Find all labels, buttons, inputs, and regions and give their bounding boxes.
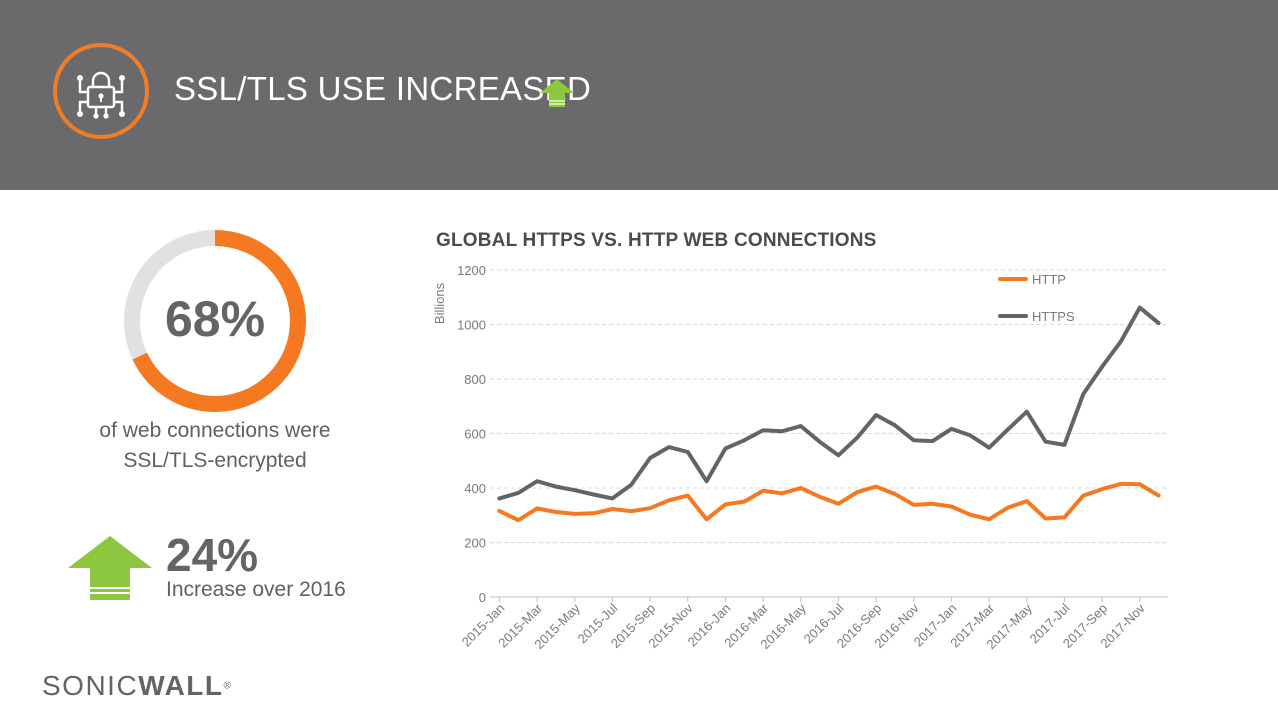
up-arrow-icon xyxy=(540,79,574,107)
percentage-donut xyxy=(124,230,306,412)
donut-caption-line2: SSL/TLS-encrypted xyxy=(123,449,307,472)
y-tick-label: 800 xyxy=(464,372,486,387)
y-tick-label: 400 xyxy=(464,481,486,496)
page-title: SSL/TLS USE INCREASED xyxy=(174,70,592,107)
legend-label-http: HTTP xyxy=(1032,272,1066,287)
line-chart: 0200400600800100012002015-Jan2015-Mar201… xyxy=(432,263,1168,652)
y-axis-label: Billions xyxy=(432,282,447,324)
donut-caption-line1: of web connections were xyxy=(99,419,331,442)
sonicwall-logo: SONICWALL® xyxy=(42,670,231,702)
logo-text-bold: WALL xyxy=(138,670,224,701)
legend-label-https: HTTPS xyxy=(1032,309,1075,324)
y-tick-label: 1200 xyxy=(457,263,486,278)
header-band: SSL/TLS USE INCREASED xyxy=(0,0,1278,190)
donut-percentage: 68% xyxy=(164,291,266,347)
increase-caption: Increase over 2016 xyxy=(166,578,346,601)
lock-circuit-icon xyxy=(53,43,149,139)
registered-mark: ® xyxy=(223,680,231,692)
series-line-https xyxy=(497,305,1161,501)
up-arrow-icon xyxy=(68,536,152,600)
donut-fill xyxy=(124,230,306,412)
y-tick-label: 600 xyxy=(464,427,486,442)
chart-title: GLOBAL HTTPS VS. HTTP WEB CONNECTIONS xyxy=(436,230,877,251)
y-tick-label: 200 xyxy=(464,536,486,551)
y-tick-label: 1000 xyxy=(457,318,486,333)
logo-text-light: SONIC xyxy=(42,670,139,701)
donut-caption: of web connections were SSL/TLS-encrypte… xyxy=(60,416,370,476)
series-line-http xyxy=(497,481,1161,523)
increase-percentage: 24% xyxy=(166,529,259,581)
y-tick-label: 0 xyxy=(479,590,486,605)
